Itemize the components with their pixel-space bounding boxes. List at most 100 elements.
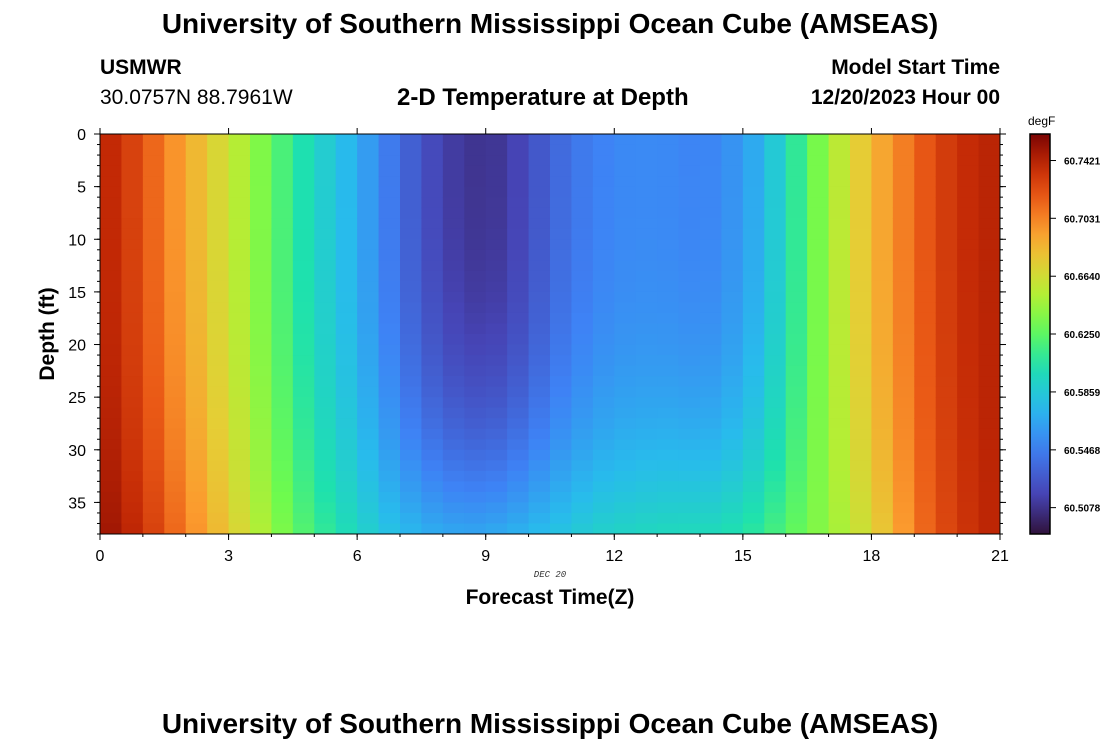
heatmap-cell <box>164 523 187 534</box>
heatmap-cell <box>614 270 637 282</box>
heatmap-cell <box>550 470 573 482</box>
heatmap-cell <box>892 134 915 146</box>
heatmap-cell <box>271 460 294 472</box>
heatmap-cell <box>357 291 380 304</box>
heatmap-cell <box>335 334 358 346</box>
y-axis-label: Depth (ft) <box>36 287 59 380</box>
heatmap-cell <box>164 260 187 272</box>
heatmap-cell <box>507 386 530 398</box>
heatmap-cell <box>121 197 144 209</box>
heatmap-cell <box>185 270 208 282</box>
heatmap-cell <box>635 355 658 367</box>
heatmap-cell <box>507 281 530 293</box>
heatmap-cell <box>378 239 401 251</box>
heatmap-cell <box>850 397 873 409</box>
heatmap-cell <box>550 176 573 188</box>
heatmap-cell <box>378 418 401 430</box>
heatmap-cell <box>700 386 723 398</box>
heatmap-cell <box>185 323 208 335</box>
heatmap-cell <box>228 312 251 325</box>
heatmap-cell <box>528 260 551 272</box>
heatmap-cell <box>250 449 273 461</box>
heatmap-cell <box>464 481 487 493</box>
heatmap-cell <box>121 291 144 304</box>
heatmap-cell <box>292 344 315 356</box>
heatmap-cell <box>207 355 230 367</box>
heatmap-cell <box>250 239 273 251</box>
heatmap-cell <box>335 218 358 230</box>
heatmap-cell <box>828 291 851 304</box>
heatmap-cell <box>442 418 465 430</box>
heatmap-cell <box>892 144 915 156</box>
heatmap-cell <box>292 281 315 293</box>
heatmap-cell <box>207 312 230 325</box>
heatmap-cell <box>764 312 787 325</box>
heatmap-cell <box>550 207 573 219</box>
heatmap-cell <box>764 176 787 188</box>
heatmap-cell <box>657 418 680 430</box>
heatmap-cell <box>442 397 465 409</box>
heatmap-cell <box>657 249 680 261</box>
heatmap-cell <box>850 239 873 251</box>
heatmap-cell <box>957 134 980 146</box>
heatmap-cell <box>614 439 637 451</box>
heatmap-cell <box>207 239 230 251</box>
heatmap-cell <box>357 334 380 346</box>
heatmap-cell <box>807 376 830 388</box>
heatmap-cell <box>678 270 701 282</box>
heatmap-cell <box>121 186 144 198</box>
heatmap-cell <box>271 449 294 461</box>
heatmap-cell <box>914 270 937 282</box>
heatmap-cell <box>400 323 423 335</box>
heatmap-cell <box>442 460 465 472</box>
heatmap-cell <box>142 428 165 440</box>
heatmap-cell <box>142 386 165 398</box>
heatmap-cell <box>850 386 873 398</box>
heatmap-cell <box>871 312 894 325</box>
heatmap-cell <box>850 512 873 525</box>
heatmap-cell <box>400 270 423 282</box>
heatmap-cell <box>635 376 658 388</box>
heatmap-cell <box>592 418 615 430</box>
heatmap-cell <box>550 197 573 209</box>
heatmap-cell <box>100 428 123 440</box>
heatmap-cell <box>850 428 873 440</box>
heatmap-cell <box>185 344 208 356</box>
heatmap-cell <box>785 197 808 209</box>
heatmap-cell <box>657 512 680 525</box>
heatmap-cell <box>292 186 315 198</box>
heatmap-cell <box>635 418 658 430</box>
heatmap-cell <box>635 260 658 272</box>
heatmap-cell <box>292 134 315 146</box>
heatmap-cell <box>464 312 487 325</box>
heatmap-cell <box>785 355 808 367</box>
heatmap-cell <box>571 197 594 209</box>
heatmap-cell <box>550 239 573 251</box>
heatmap-cell <box>657 186 680 198</box>
heatmap-cell <box>807 144 830 156</box>
heatmap-cell <box>657 228 680 240</box>
heatmap-cell <box>207 407 230 419</box>
heatmap-cell <box>185 418 208 430</box>
heatmap-cell <box>357 218 380 230</box>
heatmap-cell <box>657 365 680 377</box>
heatmap-cell <box>957 376 980 388</box>
heatmap-cell <box>550 502 573 514</box>
heatmap-cell <box>464 134 487 146</box>
heatmap-cell <box>614 260 637 272</box>
heatmap-cell <box>657 481 680 493</box>
heatmap-cell <box>871 249 894 261</box>
heatmap-cell <box>957 144 980 156</box>
heatmap-cell <box>892 523 915 534</box>
heatmap-cell <box>464 439 487 451</box>
heatmap-cell <box>721 376 744 388</box>
heatmap-cell <box>871 218 894 230</box>
heatmap-cell <box>550 376 573 388</box>
heatmap-cell <box>957 523 980 534</box>
heatmap-cell <box>357 523 380 534</box>
heatmap-cell <box>571 281 594 293</box>
heatmap-cell <box>121 523 144 534</box>
heatmap-cell <box>892 207 915 219</box>
heatmap-cell <box>957 344 980 356</box>
heatmap-cell <box>592 270 615 282</box>
